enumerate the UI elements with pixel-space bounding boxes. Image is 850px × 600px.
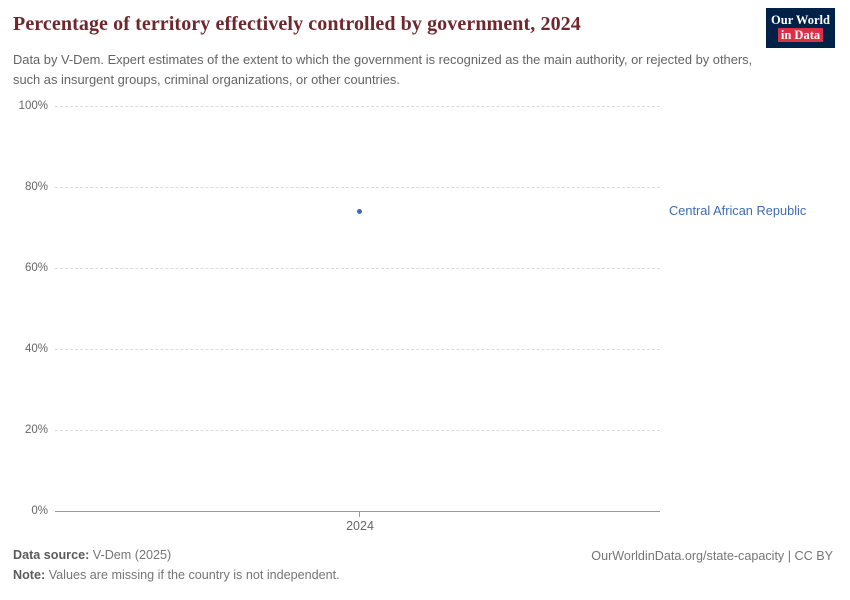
y-axis-tick-label: 60%	[24, 262, 48, 274]
page-title: Percentage of territory effectively cont…	[13, 13, 581, 35]
note-label: Note:	[13, 568, 46, 582]
data-source-label: Data source:	[13, 548, 90, 562]
x-axis-line	[55, 511, 660, 512]
y-axis-tick-label: 40%	[24, 343, 48, 355]
gridline	[55, 430, 660, 431]
note-value: Values are missing if the country is not…	[48, 568, 340, 582]
owid-logo-line2-wrap: in Data	[777, 28, 824, 43]
y-axis-tick-label: 80%	[24, 181, 48, 193]
x-axis-tick-mark	[359, 511, 360, 517]
gridline	[55, 106, 660, 107]
data-source-line: Data source: V-Dem (2025)	[13, 548, 171, 562]
gridline	[55, 349, 660, 350]
y-axis-tick-label: 100%	[18, 100, 48, 112]
note-line: Note: Values are missing if the country …	[13, 568, 340, 582]
x-axis-tick-label: 2024	[346, 519, 374, 533]
chart-subtitle: Data by V-Dem. Expert estimates of the e…	[13, 52, 753, 87]
data-point[interactable]	[356, 208, 362, 214]
gridline	[55, 268, 660, 269]
owid-logo-line2: in Data	[777, 28, 824, 42]
owid-logo-line1: Our World	[771, 13, 830, 27]
gridline	[55, 187, 660, 188]
y-axis-tick-label: 0%	[31, 505, 48, 517]
owid-logo: Our World in Data	[766, 8, 835, 48]
entity-label[interactable]: Central African Republic	[669, 203, 807, 219]
data-source-value: V-Dem (2025)	[92, 548, 172, 562]
y-axis-tick-label: 20%	[24, 424, 48, 436]
owid-cc-link[interactable]: OurWorldinData.org/state-capacity | CC B…	[591, 549, 833, 563]
